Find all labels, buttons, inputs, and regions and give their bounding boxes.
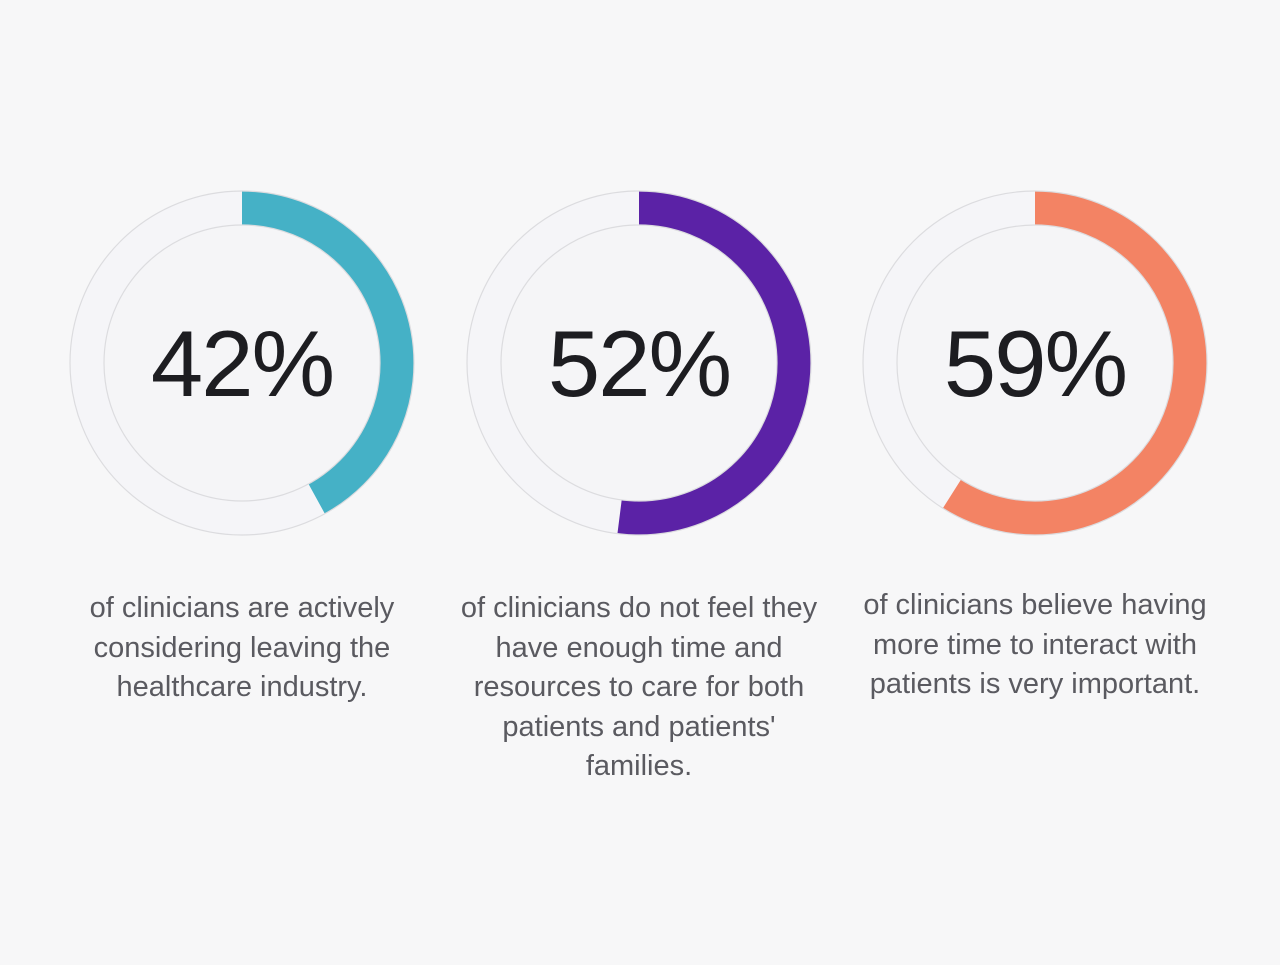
donut-chart-3: 59% (862, 190, 1208, 536)
percentage-label-3: 59% (944, 311, 1126, 416)
donut-arc-3 (942, 191, 1207, 535)
donut-chart-1: 42% (69, 190, 415, 536)
stat-caption-2: of clinicians do not feel they have enou… (460, 592, 818, 782)
stat-caption-3: of clinicians believe having more time t… (863, 589, 1207, 700)
donut-chart-2: 52% (466, 190, 812, 536)
stat-card-3: 59% of clinicians believe having more ti… (835, 0, 1235, 965)
donut-inner-3 (897, 225, 1173, 501)
stat-card-2: 52% of clinicians do not feel they have … (439, 0, 839, 965)
donut-outer-edge-1 (69, 190, 415, 536)
donut-arc-1 (242, 191, 415, 514)
donut-arc-2 (617, 191, 811, 535)
donut-outer-edge-2 (466, 190, 812, 536)
percentage-label-2: 52% (548, 311, 730, 416)
donut-inner-1 (104, 225, 380, 501)
stat-card-1: 42% of clinicians are actively consideri… (42, 0, 442, 965)
donut-inner-edge-2 (500, 224, 778, 502)
donut-outer-edge-3 (862, 190, 1208, 536)
donut-inner-edge-3 (896, 224, 1174, 502)
donut-inner-edge-1 (103, 224, 381, 502)
donut-inner-2 (501, 225, 777, 501)
stat-caption-1: of clinicians are actively considering l… (89, 592, 395, 703)
percentage-label-1: 42% (151, 311, 333, 416)
